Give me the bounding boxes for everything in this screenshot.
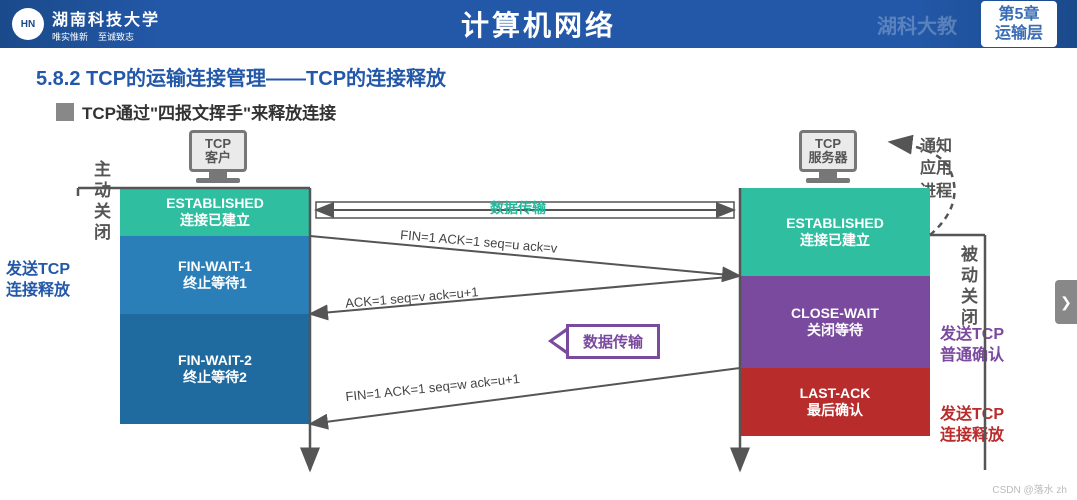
client-host-icon: TCP 客户	[183, 130, 253, 183]
client-screen: TCP 客户	[189, 130, 247, 172]
client-established: ESTABLISHED 连接已建立	[120, 188, 310, 236]
server-last-ack: LAST-ACK 最后确认	[740, 368, 930, 436]
subtitle: TCP通过"四报文挥手"来释放连接	[82, 99, 336, 124]
bullet-icon	[56, 103, 74, 121]
logo-motto-2: 至诚致志	[98, 30, 134, 43]
msg2-label: ACK=1 seq=v ack=u+1	[345, 284, 480, 311]
client-fin-wait-1: FIN-WAIT-1 终止等待1	[120, 236, 310, 314]
chapter-line2: 运输层	[995, 24, 1043, 43]
msg1-label: FIN=1 ACK=1 seq=u ack=v	[400, 227, 558, 256]
course-title: 计算机网络	[461, 4, 616, 44]
passive-close-label: 被动关闭	[955, 245, 980, 329]
university-logo: HN 湖南科技大学 唯实惟新 至诚致志	[0, 6, 160, 43]
csdn-watermark: CSDN @落水 zh	[992, 481, 1067, 496]
server-host-icon: TCP 服务器	[793, 130, 863, 183]
server-established: ESTABLISHED 连接已建立	[740, 188, 930, 276]
right-send-release: 发送TCP 连接释放	[940, 405, 1004, 447]
logo-motto-1: 唯实惟新	[52, 30, 88, 43]
purple-tag-arrow-icon	[548, 328, 566, 354]
logo-icon: HN	[12, 8, 44, 40]
chapter-line1: 第5章	[995, 5, 1043, 24]
logo-name: 湖南科技大学	[52, 6, 160, 30]
left-send-release: 发送TCP 连接释放	[6, 260, 70, 302]
active-close-label: 主动关闭	[88, 160, 113, 244]
watermark: 湖科大教	[877, 10, 957, 39]
server-close-wait: CLOSE-WAIT 关闭等待	[740, 276, 930, 368]
subtitle-row: TCP通过"四报文挥手"来释放连接	[0, 91, 1077, 124]
msg3-label: FIN=1 ACK=1 seq=w ack=u+1	[345, 371, 521, 404]
tcp-release-diagram: TCP 客户 TCP 服务器 主动关闭 发送TCP 连接释放 被动关闭 通知 应…	[0, 130, 1077, 500]
section-title: 5.8.2 TCP的运输连接管理——TCP的连接释放	[0, 48, 1077, 91]
chapter-badge: 第5章 运输层	[981, 1, 1057, 47]
next-chevron-icon[interactable]: ❯	[1055, 280, 1077, 324]
client-fin-wait-2: FIN-WAIT-2 终止等待2	[120, 314, 310, 424]
purple-data-transfer-tag: 数据传输	[566, 324, 660, 359]
slide-header: HN 湖南科技大学 唯实惟新 至诚致志 计算机网络 湖科大教 第5章 运输层	[0, 0, 1077, 48]
server-screen: TCP 服务器	[799, 130, 857, 172]
data-transfer-label: 数据传输	[490, 198, 546, 218]
right-send-ack: 发送TCP 普通确认	[940, 325, 1004, 367]
